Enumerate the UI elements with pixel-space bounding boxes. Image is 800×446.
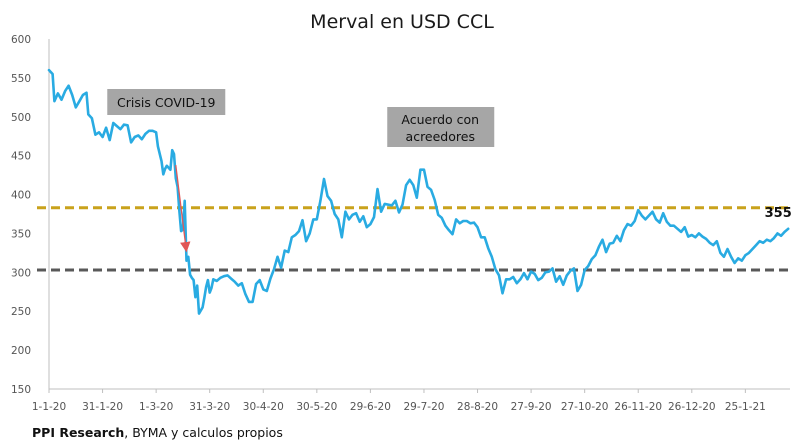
y-tick-label: 150	[11, 384, 31, 396]
y-tick-label: 450	[11, 151, 31, 163]
last-value-label: 355	[765, 206, 792, 221]
x-tick-label: 26-11-20	[614, 401, 662, 413]
source-bold: PPI Research	[32, 425, 125, 440]
x-tick-label: 28-8-20	[457, 401, 498, 413]
y-tick-label: 200	[11, 345, 31, 357]
source-note: PPI Research, BYMA y calculos propios	[32, 425, 283, 440]
y-tick-label: 350	[11, 228, 31, 240]
x-tick-label: 1-1-20	[32, 401, 66, 413]
y-tick-label: 250	[11, 306, 31, 318]
y-tick-label: 400	[11, 190, 31, 202]
x-tick-label: 27-10-20	[561, 401, 609, 413]
x-tick-label: 29-6-20	[350, 401, 391, 413]
series	[47, 68, 790, 315]
x-tick-label: 30-5-20	[296, 401, 337, 413]
y-tick-label: 500	[11, 112, 31, 124]
x-tick-label: 29-7-20	[403, 401, 444, 413]
y-tick-label: 550	[11, 73, 31, 85]
annotation-text-acuerdo: Acuerdo con	[401, 112, 479, 127]
x-tick-label: 31-1-20	[82, 401, 123, 413]
x-tick-label: 31-3-20	[189, 401, 230, 413]
y-tick-label: 300	[11, 267, 31, 279]
x-tick-label: 1-3-20	[139, 401, 173, 413]
x-tick-label: 25-1-21	[725, 401, 766, 413]
annotation-box-covid	[107, 89, 226, 115]
x-tick-label: 30-4-20	[243, 401, 284, 413]
source-rest: , BYMA y calculos propios	[124, 425, 283, 440]
annotation-text-covid: Crisis COVID-19	[117, 95, 215, 110]
annotations: 355 Crisis COVID-19 Acuerdo con acreedores	[107, 89, 792, 253]
axes: 150 200 250 300 350 400 450 500 550 600 1-1-20 31-1…	[11, 34, 790, 413]
x-tick-label: 27-9-20	[511, 401, 552, 413]
covid-arrow	[175, 165, 191, 253]
series-line	[47, 68, 790, 315]
y-tick-label: 600	[11, 34, 31, 46]
chart-title: Merval en USD CCL	[310, 11, 494, 33]
x-tick-label: 26-12-20	[668, 401, 716, 413]
annotation-text-acuerdo: acreedores	[406, 129, 475, 144]
annotation-box-acuerdo	[387, 107, 495, 147]
reference-lines	[37, 206, 790, 272]
